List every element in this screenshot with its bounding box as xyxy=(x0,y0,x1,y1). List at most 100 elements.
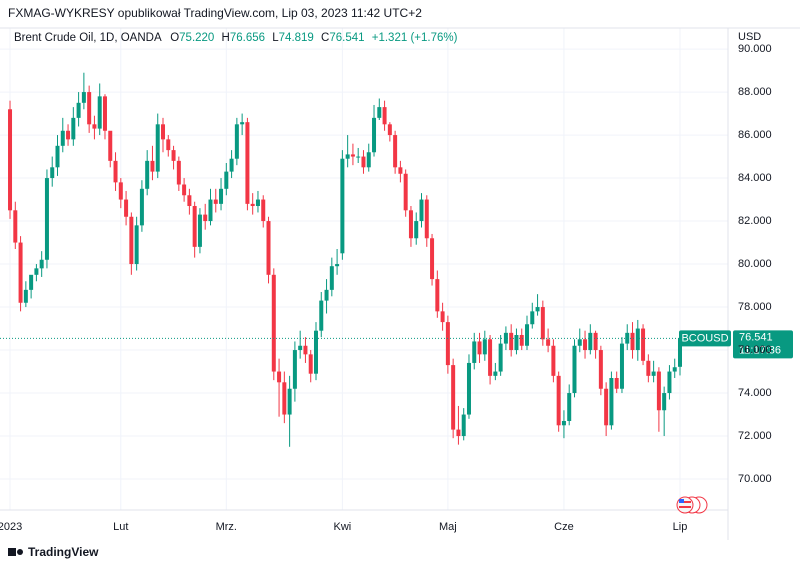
symbol-tag xyxy=(679,330,731,347)
candle-body xyxy=(451,365,456,430)
candle-body xyxy=(71,117,76,140)
y-tick-label: 84.000 xyxy=(738,172,772,184)
candle-body xyxy=(203,214,208,222)
candle-body xyxy=(34,268,39,275)
candle-body xyxy=(519,335,524,346)
x-tick-label: Lut xyxy=(113,521,128,533)
candle-body xyxy=(335,264,340,267)
candle-body xyxy=(614,377,619,389)
candle-body xyxy=(271,274,276,372)
candle-body xyxy=(81,92,86,103)
candle-body xyxy=(139,188,144,226)
candle-body xyxy=(651,371,656,376)
x-tick-label: Cze xyxy=(554,521,574,533)
candle-body xyxy=(567,393,572,421)
event-icons xyxy=(676,496,708,514)
candle-body xyxy=(561,420,566,426)
candle-body xyxy=(387,124,392,136)
logo-mark xyxy=(17,549,23,555)
candle-body xyxy=(430,238,435,280)
candle-body xyxy=(224,171,229,189)
candle-body xyxy=(588,332,593,351)
candle-body xyxy=(345,154,350,159)
countdown-label: 11:17:36 xyxy=(739,344,781,356)
candle-body xyxy=(646,360,651,376)
candle-body xyxy=(29,274,34,290)
candle-body xyxy=(60,130,65,146)
candle-body xyxy=(161,124,166,140)
candle-body xyxy=(356,156,361,158)
candle-body xyxy=(55,145,60,168)
candle-body xyxy=(398,167,403,174)
candle-body xyxy=(593,332,598,351)
legend-value: 76.541 xyxy=(329,32,364,44)
candle-body xyxy=(261,199,266,222)
candle-body xyxy=(477,341,482,355)
candle-body xyxy=(546,339,551,346)
candle-body xyxy=(662,393,667,411)
candle-body xyxy=(551,345,556,376)
x-tick-label: Maj xyxy=(439,521,457,533)
axis-unit: USD xyxy=(738,31,761,43)
y-tick-label: 82.000 xyxy=(738,215,772,227)
candle-body xyxy=(572,345,577,394)
candle-body xyxy=(641,328,646,361)
candle-body xyxy=(672,367,677,372)
candle-body xyxy=(619,343,624,389)
legend-key: C xyxy=(321,32,329,44)
candle-body xyxy=(540,307,545,340)
candle-body xyxy=(171,150,176,161)
candle-body xyxy=(440,311,445,323)
candle-body xyxy=(92,124,97,129)
candle-body xyxy=(8,109,13,211)
candle-body xyxy=(382,107,387,125)
candle-body xyxy=(176,160,181,185)
candle-body xyxy=(535,307,540,312)
price-label: 76.541 xyxy=(739,331,773,343)
candle-body xyxy=(250,203,255,207)
x-tick-label: Mrz. xyxy=(216,521,237,533)
candle-body xyxy=(361,156,366,168)
logo-mark xyxy=(8,548,16,556)
candle-body xyxy=(66,130,71,140)
candle-body xyxy=(583,339,588,351)
flag-stripe xyxy=(679,501,691,503)
candle-body xyxy=(18,242,23,303)
candle-body xyxy=(319,300,324,331)
candle-body xyxy=(229,158,234,172)
candle-body xyxy=(435,279,440,312)
brand-name: TradingView xyxy=(28,545,99,559)
candle-body xyxy=(240,122,245,125)
y-tick-label: 86.000 xyxy=(738,129,772,141)
candle-body xyxy=(155,124,160,172)
candle-body xyxy=(113,160,118,183)
candle-body xyxy=(145,160,150,189)
candle-body xyxy=(308,354,313,374)
candle-body xyxy=(245,122,250,204)
candle-body xyxy=(234,124,239,159)
candle-body xyxy=(124,199,129,217)
candle-body xyxy=(187,195,192,207)
candle-body xyxy=(350,154,355,157)
candle-body xyxy=(340,158,345,254)
y-tick-label: 72.000 xyxy=(738,430,772,442)
legend-key: O xyxy=(170,32,179,44)
candle-body xyxy=(277,371,282,383)
candle-body xyxy=(13,210,18,243)
candle-body xyxy=(129,216,134,265)
candle-body xyxy=(166,139,171,151)
candle-body xyxy=(424,199,429,239)
candle-body xyxy=(408,210,413,239)
candle-body xyxy=(108,130,113,161)
candle-body xyxy=(282,382,287,415)
candle-body xyxy=(493,371,498,376)
candle-body xyxy=(377,107,382,118)
candle-body xyxy=(97,96,102,129)
y-tick-label: 90.000 xyxy=(738,43,772,55)
candle-body xyxy=(44,178,49,260)
legend-key: H xyxy=(222,32,230,44)
y-tick-label: 78.000 xyxy=(738,301,772,313)
candle-body xyxy=(514,335,519,351)
